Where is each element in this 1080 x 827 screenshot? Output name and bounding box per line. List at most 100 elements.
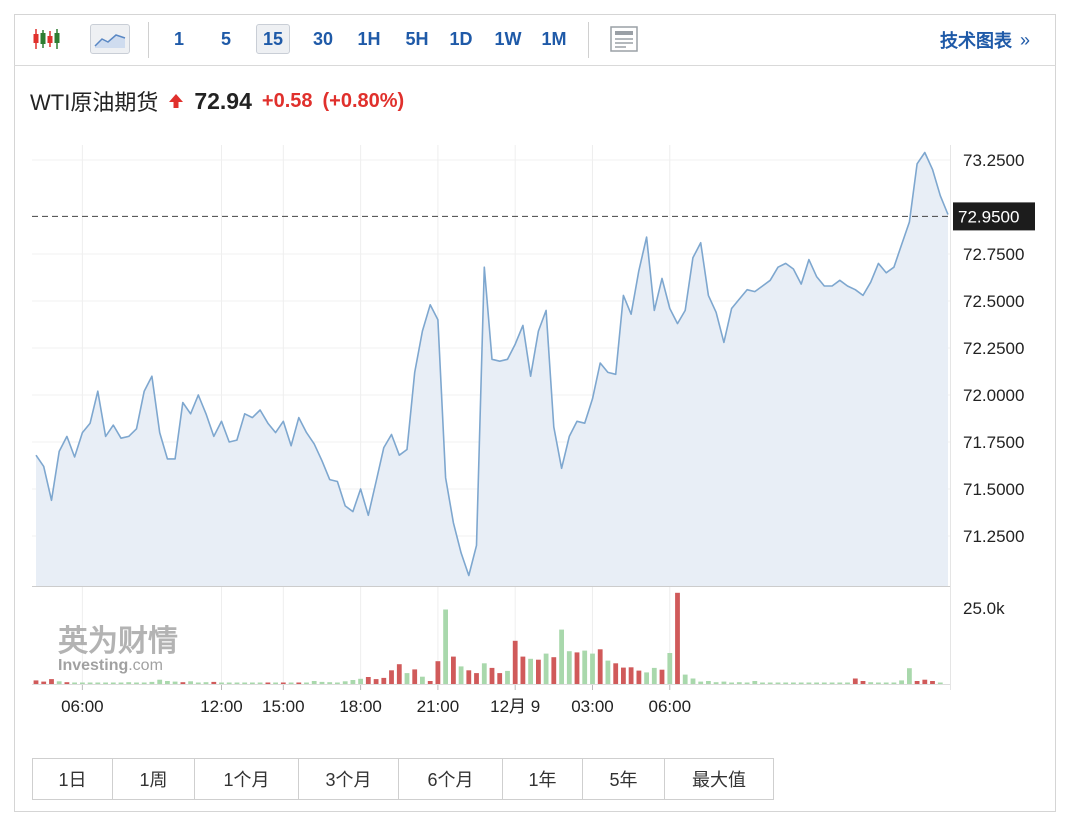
volume-bar (489, 667, 495, 684)
volume-bar (798, 682, 804, 684)
volume-bar (883, 682, 889, 684)
volume-bar (288, 682, 294, 684)
range-button-0[interactable]: 1日 (33, 759, 113, 799)
volume-bar (427, 681, 433, 684)
current-price-label: 72.9500 (958, 207, 1019, 226)
quote-header: WTI原油期货 72.94 +0.58 (+0.80%) (30, 84, 404, 118)
volume-bar (621, 667, 626, 684)
volume-bar (141, 682, 147, 684)
volume-bar (195, 682, 201, 684)
price-change-pct: (+0.80%) (322, 89, 405, 112)
chart-frame (14, 14, 1056, 812)
volume-bar (41, 681, 47, 684)
volume-bar (280, 682, 286, 684)
price-tick-label: 72.5000 (963, 292, 1024, 311)
volume-bar (590, 653, 595, 684)
volume-bar (327, 682, 333, 684)
volume-bar (528, 658, 533, 684)
volume-bar (219, 682, 224, 684)
watermark-logo: 英为财情 Investing.com (58, 624, 178, 674)
volume-bar (396, 664, 402, 684)
volume-bar (690, 678, 696, 684)
time-tick-label: 12月 9 (490, 697, 540, 716)
volume-bar (203, 682, 209, 684)
volume-bar (80, 682, 85, 684)
volume-bar (914, 681, 920, 684)
watermark-brand-cn: 英为财情 (58, 624, 178, 659)
volume-bar (613, 663, 619, 684)
volume-bar (365, 677, 371, 684)
price-change: +0.58 (261, 89, 313, 112)
volume-bar (721, 681, 727, 684)
area-chart-icon-svg (94, 34, 126, 48)
range-button-7[interactable]: 最大值 (665, 759, 773, 799)
volume-bar (821, 682, 827, 684)
price-tick-label: 71.5000 (963, 480, 1024, 499)
volume-bar (891, 682, 897, 684)
volume-bar (319, 681, 325, 684)
time-tick-label: 06:00 (648, 697, 691, 716)
price-chart[interactable]: 73.2500 72.7500 72.5000 72.2500 72.0000 71.75… (0, 0, 1080, 740)
range-button-3[interactable]: 3个月 (299, 759, 399, 799)
volume-bar (682, 674, 688, 684)
volume-bar (876, 682, 881, 684)
volume-bar (752, 681, 758, 684)
volume-bar (118, 682, 124, 684)
price-tick-label: 71.2500 (963, 527, 1024, 546)
volume-bar (505, 670, 510, 684)
volume-bar (644, 672, 649, 684)
range-button-5[interactable]: 1年 (503, 759, 583, 799)
volume-bar (188, 681, 193, 684)
volume-bar (226, 682, 232, 684)
candlestick-icon[interactable] (28, 24, 64, 54)
toolbar-separator (148, 22, 149, 58)
interval-1h[interactable]: 1H (357, 28, 381, 49)
volume-bar (937, 682, 943, 684)
news-icon-svg (610, 26, 638, 52)
axes: 73.2500 72.7500 72.5000 72.2500 72.0000 71.75… (32, 145, 1035, 716)
volume-bar (574, 652, 580, 684)
volume-bar (451, 656, 456, 684)
volume-bar (868, 682, 874, 684)
volume-bar (149, 681, 155, 684)
volume-bar (667, 653, 673, 684)
last-price: 72.94 (194, 87, 252, 114)
volume-bars (33, 592, 943, 684)
interval-1w[interactable]: 1W (494, 28, 522, 49)
volume-bar (837, 682, 843, 684)
interval-1m[interactable]: 1M (541, 28, 567, 49)
interval-1[interactable]: 1 (173, 28, 184, 49)
news-icon[interactable] (608, 24, 640, 54)
volume-bar (899, 680, 904, 684)
interval-30[interactable]: 30 (312, 28, 334, 49)
volume-bar (134, 682, 139, 684)
volume-tick-label: 25.0k (963, 599, 1005, 618)
volume-bar (775, 682, 781, 684)
volume-bar (103, 682, 108, 684)
volume-bar (389, 670, 394, 684)
range-button-6[interactable]: 5年 (583, 759, 665, 799)
range-button-1[interactable]: 1周 (113, 759, 195, 799)
volume-bar (126, 682, 132, 684)
volume-bar (466, 670, 472, 684)
range-button-2[interactable]: 1个月 (195, 759, 299, 799)
range-button-4[interactable]: 6个月 (399, 759, 503, 799)
interval-1d[interactable]: 1D (449, 28, 473, 49)
volume-bar (806, 682, 812, 684)
volume-bar (767, 682, 773, 684)
volume-bar (265, 682, 271, 684)
area-chart-icon[interactable] (90, 24, 130, 54)
volume-bar (234, 682, 240, 684)
interval-15[interactable]: 15 (256, 24, 290, 54)
interval-5[interactable]: 5 (220, 28, 231, 49)
tech-chart-link[interactable]: 技术图表 » (940, 26, 1030, 54)
volume-bar (559, 629, 564, 684)
volume-bar (628, 667, 634, 684)
interval-5h[interactable]: 5H (405, 28, 429, 49)
volume-bar (829, 682, 835, 684)
volume-bar (381, 677, 387, 684)
volume-bar (95, 682, 101, 684)
range-selector: 1日 1周 1个月 3个月 6个月 1年 5年 最大值 (32, 758, 774, 800)
volume-bar (845, 682, 850, 684)
price-tick-label: 72.0000 (963, 386, 1024, 405)
